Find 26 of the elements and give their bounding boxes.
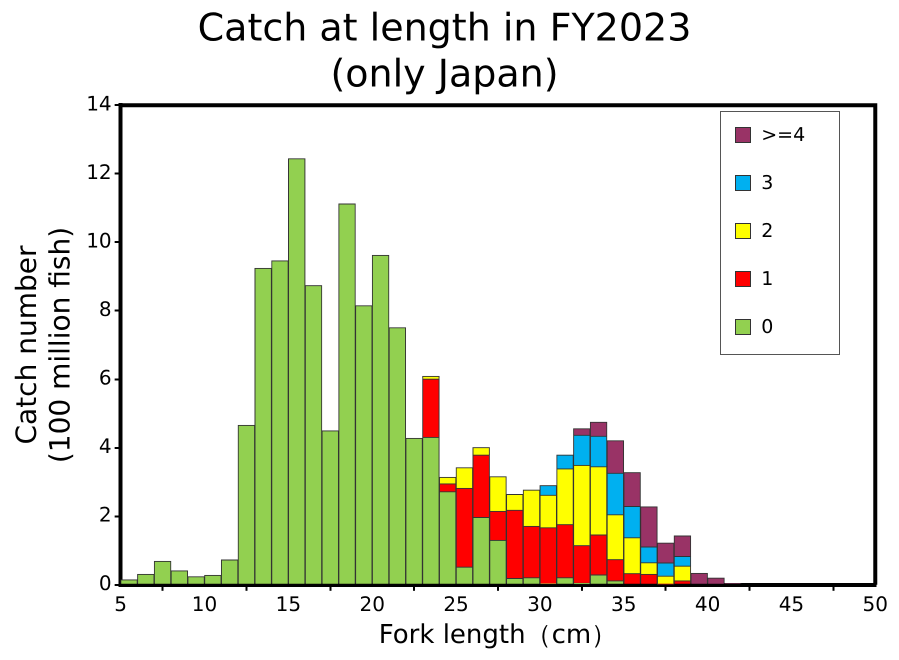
x-tick-label: 10 bbox=[192, 592, 218, 616]
y-tick-label: 6 bbox=[98, 365, 112, 390]
y-tick-label: 4 bbox=[98, 434, 112, 458]
legend-label: >=4 bbox=[761, 123, 806, 148]
y-tick-label: 8 bbox=[98, 296, 112, 321]
chart-title: Catch at length in FY2023 (only Japan) bbox=[198, 6, 692, 96]
y-tick-label: 14 bbox=[86, 91, 112, 116]
x-tick-label: 30 bbox=[527, 592, 553, 616]
x-tick-label: 20 bbox=[359, 592, 385, 616]
y-tick-label: 0 bbox=[98, 571, 112, 596]
x-tick-label: 45 bbox=[778, 592, 804, 616]
x-tick-label: 50 bbox=[862, 592, 888, 616]
legend-label: 1 bbox=[761, 267, 774, 292]
y-axis-title: Catch number (100 million fish) bbox=[10, 226, 77, 464]
y-tick-label: 10 bbox=[86, 228, 112, 252]
legend-label: 0 bbox=[761, 315, 774, 340]
x-tick-label: 40 bbox=[694, 592, 720, 616]
x-tick-label: 5 bbox=[114, 592, 128, 616]
legend-label: 3 bbox=[761, 171, 774, 196]
y-tick-label: 12 bbox=[86, 160, 112, 184]
x-tick-label: 15 bbox=[276, 592, 302, 616]
x-tick-label: 35 bbox=[611, 592, 636, 616]
x-tick-label: 25 bbox=[443, 592, 469, 616]
y-tick-label: 2 bbox=[98, 502, 112, 526]
legend-label: 2 bbox=[761, 219, 774, 244]
x-axis-title: Fork length（cm） bbox=[378, 620, 618, 650]
